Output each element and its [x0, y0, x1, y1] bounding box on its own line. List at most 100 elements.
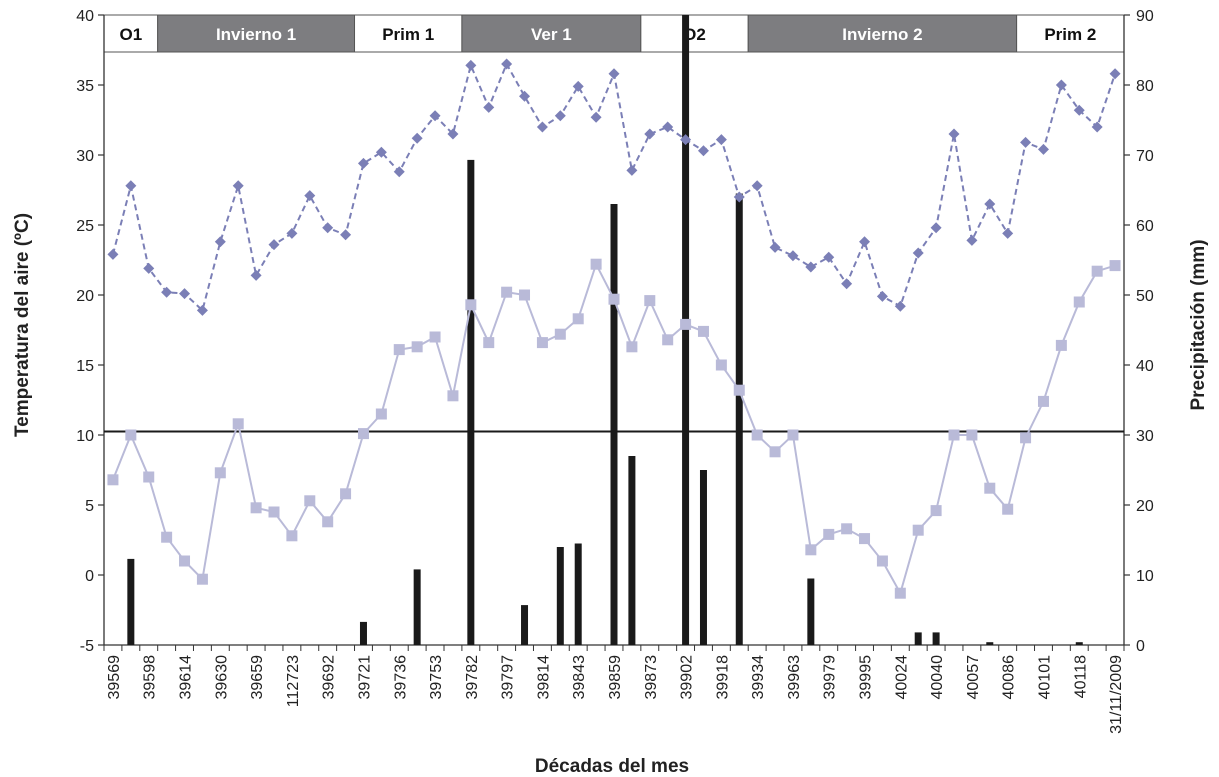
max-temp-point: [769, 241, 781, 253]
min-temp-point: [859, 533, 871, 545]
x-tick-label: 39598: [142, 655, 159, 700]
max-temp-point: [501, 58, 513, 70]
min-temp-point: [286, 530, 298, 542]
max-temp-point: [465, 59, 477, 71]
max-temp-point: [393, 166, 405, 178]
min-temp-point: [554, 328, 566, 340]
y-axis-right-label: Precipitación (mm): [1188, 239, 1209, 410]
season-label: O1: [119, 25, 142, 44]
precip-bar: [574, 543, 582, 645]
max-temp-point: [787, 250, 799, 262]
max-temp-point: [268, 239, 280, 251]
max-temp-point: [751, 180, 763, 192]
max-temp-point: [680, 134, 692, 146]
y-left-tick-label: 40: [76, 8, 94, 25]
axis-labels: Décadas del mes Temperatura del aire (ºC…: [12, 213, 1209, 777]
y-left-tick-label: 30: [76, 148, 94, 165]
max-temp-point: [536, 121, 548, 133]
y-right-tick-label: 20: [1136, 498, 1154, 515]
precip-bar: [807, 578, 815, 645]
max-temp-point: [608, 68, 620, 80]
max-temp-point: [715, 134, 727, 146]
x-tick-label: 39814: [535, 655, 552, 700]
max-temp-point: [429, 110, 441, 122]
min-temp-point: [447, 390, 459, 402]
max-temp-point: [286, 227, 298, 239]
max-temp-point: [161, 286, 173, 298]
y-right-tick-label: 30: [1136, 428, 1154, 445]
max-temp-point: [626, 164, 638, 176]
min-temp-point: [107, 474, 119, 486]
min-temp-point: [787, 429, 799, 441]
max-temp-point: [590, 111, 602, 123]
max-temp-point: [375, 146, 387, 158]
min-temp-point: [680, 318, 692, 330]
season-box: [747, 14, 1018, 53]
y-left-tick-label: 20: [76, 288, 94, 305]
precip-bar: [467, 159, 475, 645]
max-temp-point: [107, 248, 119, 260]
max-temp-point: [483, 101, 495, 113]
min-temp-point: [1109, 260, 1121, 272]
max-temp-point: [143, 262, 155, 274]
max-temp-point: [179, 288, 191, 300]
max-temp-point: [912, 247, 924, 259]
season-box: [640, 14, 749, 53]
min-temp-point: [805, 544, 817, 556]
y-left-tick-label: 10: [76, 428, 94, 445]
max-temp-point: [966, 234, 978, 246]
max-temp-point: [232, 180, 244, 192]
y-right-tick-label: 40: [1136, 358, 1154, 375]
min-temp-point: [644, 295, 656, 307]
x-tick-label: 39963: [786, 655, 803, 700]
min-temp-point: [1073, 296, 1085, 308]
y-left-tick-label: -5: [80, 638, 94, 655]
season-label: Prim 2: [1044, 25, 1096, 44]
precip-bar: [735, 193, 743, 645]
min-temp-point: [179, 555, 191, 567]
max-temp-point: [572, 80, 584, 92]
precip-bar: [682, 15, 690, 645]
min-temp-point: [841, 523, 853, 535]
x-tick-label: 39918: [714, 655, 731, 700]
max-temp-point: [662, 121, 674, 133]
max-temp-point: [357, 157, 369, 169]
max-temp-point: [823, 251, 835, 263]
x-tick-label: 39569: [106, 655, 123, 700]
x-tick-label: 39979: [822, 655, 839, 700]
x-tick-label: 39902: [679, 655, 696, 700]
max-temp-point: [1091, 121, 1103, 133]
min-temp-point: [1055, 339, 1067, 351]
max-temp-point: [214, 236, 226, 248]
min-temp-point: [823, 528, 835, 540]
max-temp-point: [948, 128, 960, 140]
max-temperature-series: [107, 58, 1121, 316]
season-box: [103, 14, 159, 53]
min-temp-point: [894, 587, 906, 599]
max-temp-point: [1055, 79, 1067, 91]
season-box: [354, 14, 463, 53]
max-temp-point: [644, 128, 656, 140]
max-temp-point: [733, 191, 745, 203]
season-band: O1 Invierno 1 Prim 1 Ver 1 O2 Invierno 2 Prim …: [103, 14, 1125, 53]
y-left-tick-label: 35: [76, 78, 94, 95]
min-temp-point: [268, 506, 280, 518]
max-temp-point: [1109, 68, 1121, 80]
max-temp-point: [859, 236, 871, 248]
y-left-tick-label: 15: [76, 358, 94, 375]
precip-bar: [628, 456, 636, 645]
x-tick-label: 39934: [750, 655, 767, 700]
min-temp-point: [232, 418, 244, 430]
precip-bar: [359, 621, 367, 645]
max-temp-point: [697, 145, 709, 157]
precip-bar: [413, 569, 421, 645]
max-temp-point: [250, 269, 262, 281]
min-temp-point: [876, 555, 888, 567]
x-tick-label: 40101: [1036, 655, 1053, 700]
max-temp-point: [304, 190, 316, 202]
precip-bar: [610, 204, 618, 645]
x-tick-label: 39843: [571, 655, 588, 700]
max-temp-point: [340, 229, 352, 241]
x-tick-label: 39753: [428, 655, 445, 700]
precip-bar: [932, 632, 940, 645]
